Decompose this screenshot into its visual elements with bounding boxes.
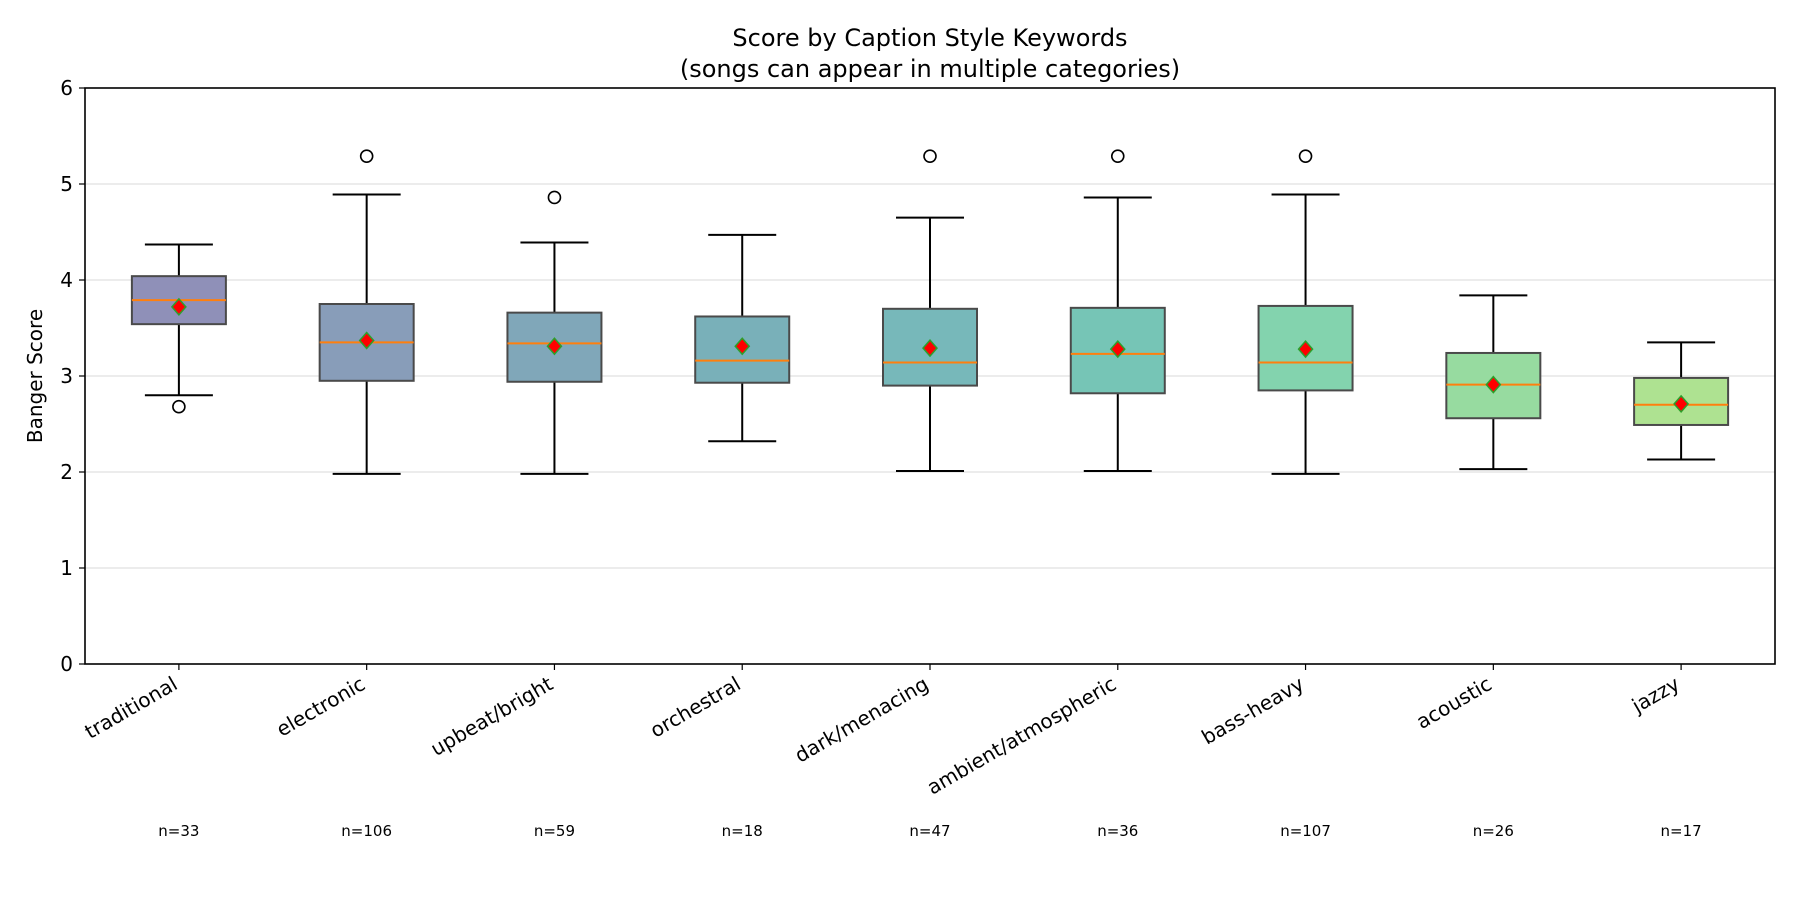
outlier-point [172,399,186,414]
sample-size-label: n=26 [1473,822,1514,840]
sample-size-label: n=17 [1661,822,1702,840]
mean-marker [1109,339,1126,359]
box-traditional [130,243,227,414]
x-tick-label: acoustic [1412,672,1496,734]
mean-marker [1485,375,1502,394]
y-tick-label: 1 [60,556,73,580]
y-tick-label: 2 [60,460,73,484]
x-tick-label: upbeat/bright [426,671,557,760]
x-tick-label: bass-heavy [1197,671,1308,749]
sample-size-label: n=59 [534,822,575,840]
x-tick-label: electronic [272,672,369,742]
box-upbeat-bright [506,190,603,475]
chart-subtitle: (songs can appear in multiple categories… [680,55,1180,83]
outlier-point [359,149,374,163]
outlier-point [1110,149,1125,163]
chart-title: Score by Caption Style Keywords [732,24,1127,52]
mean-marker [546,337,563,356]
iqr-box [1069,306,1166,395]
y-tick-label: 3 [60,364,73,388]
mean-marker [358,331,375,350]
sample-size-label: n=18 [722,822,763,840]
outlier-point [547,190,562,205]
mean-marker [734,337,751,356]
box-bass-heavy [1257,149,1354,475]
y-tick-label: 4 [60,268,73,292]
sample-size-label: n=36 [1097,822,1138,840]
sample-size-label: n=47 [909,822,950,840]
y-tick-label: 0 [60,652,73,676]
box-orchestral [694,233,791,443]
outlier-point [1298,149,1313,163]
y-tick-label: 5 [60,172,73,196]
x-tick-label: orchestral [646,672,745,743]
y-tick-label: 6 [60,76,73,100]
x-tick-label: dark/menacing [790,672,932,768]
x-tick-label: jazzy [1627,671,1684,718]
box-jazzy [1633,341,1730,461]
mean-marker [170,297,187,317]
sample-size-label: n=107 [1280,822,1331,840]
x-tick-label: ambient/atmospheric [923,672,1121,800]
mean-marker [1673,394,1690,413]
box-electronic [318,149,415,475]
sample-size-label: n=106 [341,822,392,840]
x-tick-label: traditional [80,672,181,744]
box-acoustic [1445,294,1542,471]
mean-marker [922,339,938,358]
sample-size-label: n=33 [158,822,199,840]
outlier-point [923,149,937,163]
box-ambient-atmospheric [1069,149,1166,473]
mean-marker [1297,339,1314,359]
box-dark-menacing [882,149,978,473]
y-axis-label: Banger Score [23,309,47,443]
